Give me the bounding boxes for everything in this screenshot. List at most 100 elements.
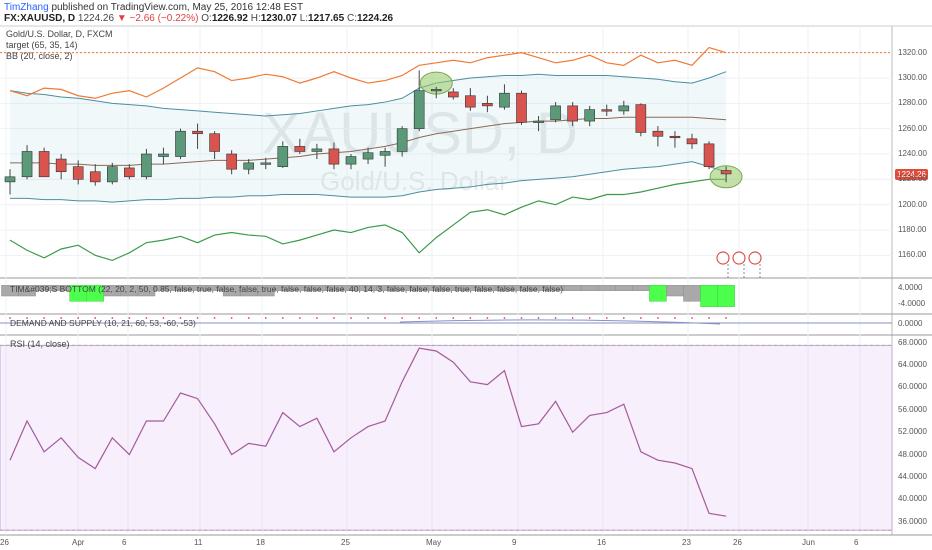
demand-supply-dot: [179, 317, 182, 319]
demand-supply-dot: [43, 317, 45, 319]
demand-supply-dot: [418, 317, 421, 319]
candle-body: [686, 138, 698, 145]
price-tick-label: 1300.00: [898, 73, 927, 82]
date-tick-label: Jun: [802, 538, 815, 547]
tims-bottom-bar: [615, 285, 633, 291]
tims-bottom-bar: [649, 285, 667, 302]
candle-body: [107, 166, 118, 183]
candle-body: [72, 166, 84, 180]
demand-supply-dot: [350, 317, 352, 319]
demand-supply-dot: [230, 317, 233, 319]
demand-supply-dot: [588, 317, 591, 319]
bb-upper-line: [9, 71, 727, 117]
low-label: L:: [299, 13, 309, 24]
date-tick-label: Apr: [72, 538, 85, 547]
demand-tick-label: 0.0000: [898, 319, 923, 328]
last-price: 1224.26: [77, 13, 115, 24]
last-price-badge: 1224.26: [895, 169, 928, 180]
rsi-tick-label: 64.0000: [898, 360, 927, 369]
rsi-tick-label: 44.0000: [898, 472, 927, 481]
price-tick-label: 1200.00: [898, 199, 927, 209]
candle-body: [669, 135, 681, 139]
demand-supply-dot: [367, 317, 369, 319]
open-value: 1226.92: [211, 13, 248, 24]
tims-bottom-bar: [666, 285, 684, 297]
rsi-tick-label: 68.0000: [898, 337, 927, 347]
tims-bottom-bar: [580, 285, 599, 291]
legend-tims-bottom[interactable]: TIM&#039;S BOTTOM (22, 20, 2, 50, 0.85, …: [10, 284, 564, 294]
publish-line: TimZhang published on TradingView.com, M…: [4, 2, 303, 13]
candle-body: [243, 162, 254, 170]
demand-supply-dot: [316, 317, 318, 319]
tim-tick-label: -4.0000: [898, 299, 926, 308]
ohlc-line: FX:XAUUSD, D 1224.26 ▼ −2.66 (−0.22%) O:…: [4, 13, 393, 24]
legend-bb[interactable]: BB (20, close, 2): [6, 51, 73, 61]
price-tick-label: 1280.00: [898, 98, 927, 108]
candle-body: [533, 120, 544, 123]
candle-body: [396, 128, 408, 152]
candle-body: [430, 89, 442, 92]
bollinger-band-fill: [10, 71, 727, 203]
demand-supply-dot: [708, 317, 710, 319]
event-flag-icon: [716, 251, 730, 265]
candle-body: [21, 151, 33, 178]
candle-body: [209, 133, 220, 152]
demand-supply-dot: [571, 317, 574, 319]
symbol-label[interactable]: FX:XAUUSD, D: [4, 13, 76, 24]
candle-body: [703, 143, 715, 167]
candle-body: [379, 151, 391, 156]
tims-bottom-bar: [717, 285, 735, 307]
demand-supply-dot: [554, 317, 557, 319]
price-tick-label: 1320.00: [898, 47, 927, 57]
legend-symbol[interactable]: Gold/U.S. Dollar, D, FXCM: [6, 29, 113, 39]
candle-body: [465, 95, 476, 108]
candle-body: [720, 170, 732, 175]
demand-supply-dot: [264, 317, 267, 319]
rsi-tick-label: 48.0000: [898, 449, 927, 459]
event-flag-icon: [748, 251, 762, 265]
close-value: 1224.26: [356, 13, 394, 24]
candle-body: [482, 103, 493, 107]
date-tick-label: 23: [682, 538, 691, 547]
date-tick-label: 26: [733, 538, 742, 547]
candle-body: [158, 153, 169, 157]
demand-supply-dot: [77, 317, 80, 319]
target-green-line: [9, 178, 727, 262]
demand-supply-dot: [94, 317, 97, 319]
demand-supply-dot: [111, 317, 114, 319]
close-label: C:: [346, 13, 357, 24]
tims-bottom-bar: [598, 285, 616, 291]
tims-bottom-bar: [700, 285, 718, 307]
candle-body: [635, 104, 647, 133]
event-flag-icon: [732, 251, 746, 265]
price-tick-label: 1220.00: [898, 174, 927, 184]
candle-body: [89, 171, 101, 183]
date-tick-label: 26: [0, 538, 9, 547]
demand-supply-dot: [9, 317, 11, 319]
candle-body: [345, 156, 357, 165]
candle-body: [175, 130, 186, 157]
bb-lower-line: [10, 161, 727, 203]
publish-text: published on TradingView.com, May 25, 20…: [51, 2, 304, 13]
demand-supply-dot: [520, 317, 523, 319]
legend-target[interactable]: target (65, 35, 14): [6, 40, 78, 50]
date-tick-label: 25: [341, 538, 350, 547]
demand-supply-dot: [469, 317, 472, 319]
candle-body: [447, 91, 459, 98]
demand-supply-dot: [674, 317, 676, 319]
candle-body: [311, 148, 323, 152]
price-tick-label: 1260.00: [898, 123, 927, 133]
legend-demand-supply[interactable]: DEMAND AND SUPPLY (10, 21, 60, 53, -60, …: [10, 318, 196, 328]
demand-supply-dot: [401, 317, 404, 319]
chart-header: TimZhang published on TradingView.com, M…: [0, 0, 932, 26]
demand-supply-dot: [333, 317, 335, 319]
legend-rsi[interactable]: RSI (14, close): [10, 339, 70, 349]
change-value: ▼ −2.66 (−0.22%): [116, 13, 199, 24]
candle-body: [567, 105, 578, 122]
demand-supply-dot: [384, 317, 386, 319]
tim-tick-label: 4.0000: [898, 283, 923, 292]
candle-body: [601, 109, 613, 112]
date-tick-label: 11: [194, 538, 203, 547]
author-link[interactable]: TimZhang: [4, 2, 49, 13]
